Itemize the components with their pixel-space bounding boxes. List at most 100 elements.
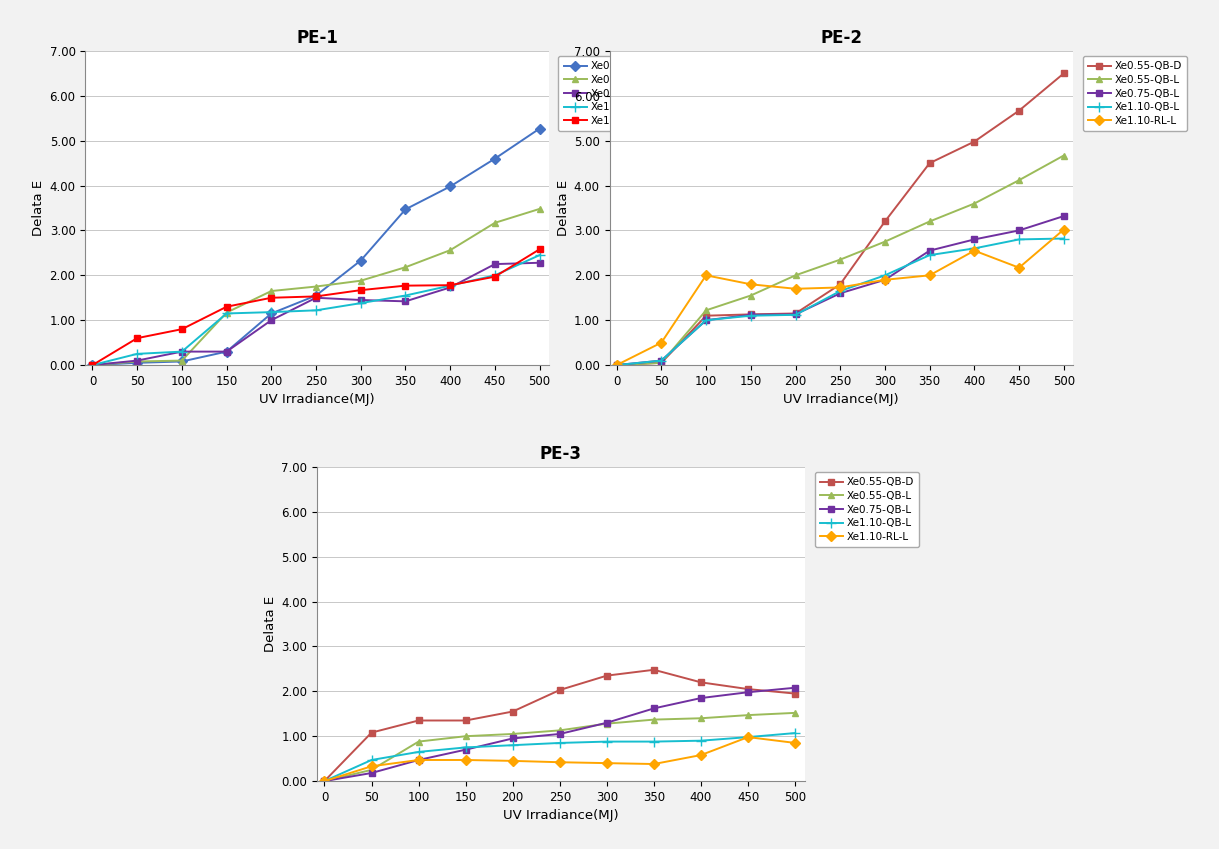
Xe0.55-QB-D xyxy=(655,357,669,368)
Xe0.75-QB-L xyxy=(399,296,413,306)
Xe1.10-QB-L xyxy=(308,306,323,316)
Xe1.10-QB-L xyxy=(744,311,758,321)
Xe0.55-QB-D xyxy=(787,689,802,699)
Xe0.55-QB-D xyxy=(364,728,379,738)
Xe1.10-QB-L xyxy=(219,308,234,318)
Xe0.55-QB-D xyxy=(308,290,323,301)
Xe0.75-QB-L xyxy=(308,293,323,303)
Xe0.55-QB-L xyxy=(610,360,624,370)
Xe1.10-QB-L xyxy=(174,346,189,357)
Xe0.55-QB-L xyxy=(317,776,332,786)
Line: Xe1.10-RL-L: Xe1.10-RL-L xyxy=(321,734,798,784)
Line: Xe1.10-QB-L: Xe1.10-QB-L xyxy=(319,728,800,786)
Xe0.75-QB-L xyxy=(219,346,234,357)
Xe1.10-RL-L xyxy=(552,757,567,767)
Xe0.55-QB-D xyxy=(833,279,847,290)
Xe1.10-RL-L xyxy=(85,360,100,370)
Xe1.10-QB-L xyxy=(787,728,802,738)
Xe1.10-QB-L xyxy=(789,310,803,320)
Xe0.55-QB-L xyxy=(364,765,379,775)
Xe0.75-QB-L xyxy=(694,693,708,703)
Xe0.55-QB-D xyxy=(317,776,332,786)
Xe0.55-QB-L xyxy=(354,276,368,286)
Xe0.55-QB-L xyxy=(744,290,758,301)
Xe0.75-QB-L xyxy=(833,288,847,298)
Line: Xe0.55-QB-L: Xe0.55-QB-L xyxy=(613,152,1068,368)
Xe0.55-QB-L xyxy=(411,736,425,746)
Line: Xe0.75-QB-L: Xe0.75-QB-L xyxy=(90,260,542,368)
Xe1.10-QB-L xyxy=(600,736,614,746)
Xe0.55-QB-L xyxy=(458,731,473,741)
Xe1.10-QB-L xyxy=(364,755,379,765)
Xe0.55-QB-D xyxy=(533,123,547,133)
Xe1.10-QB-L xyxy=(923,250,937,261)
Xe1.10-RL-L xyxy=(308,291,323,301)
Xe1.10-RL-L xyxy=(694,750,708,760)
Xe0.55-QB-L xyxy=(600,718,614,728)
Xe0.75-QB-L xyxy=(85,360,100,370)
Xe0.75-QB-L xyxy=(1057,211,1072,222)
Xe1.10-QB-L xyxy=(694,735,708,745)
Xe1.10-RL-L xyxy=(219,301,234,312)
Xe1.10-RL-L xyxy=(442,280,457,290)
Xe1.10-QB-L xyxy=(265,307,279,318)
Line: Xe1.10-QB-L: Xe1.10-QB-L xyxy=(612,233,1069,370)
Xe0.75-QB-L xyxy=(610,360,624,370)
Xe1.10-RL-L xyxy=(533,245,547,255)
Xe0.55-QB-L xyxy=(442,245,457,256)
Xe1.10-QB-L xyxy=(85,360,100,370)
Xe1.10-RL-L xyxy=(399,280,413,290)
Xe1.10-QB-L xyxy=(741,732,756,742)
Legend: Xe0.55-QB-D, Xe0.55-QB-L, Xe0.75-QB-L, Xe1.10-QB-L, Xe1.10-RL-L: Xe0.55-QB-D, Xe0.55-QB-L, Xe0.75-QB-L, X… xyxy=(814,472,919,547)
Legend: Xe0.55-QB-D, Xe0.55-QB-L, Xe0.75-QB-L, Xe1.10-QB-L, Xe1.10-RL-L: Xe0.55-QB-D, Xe0.55-QB-L, Xe0.75-QB-L, X… xyxy=(558,56,663,131)
Xe1.10-RL-L xyxy=(741,732,756,742)
Xe1.10-QB-L xyxy=(655,356,669,366)
Xe1.10-QB-L xyxy=(1057,233,1072,244)
Xe1.10-RL-L xyxy=(744,279,758,290)
Xe1.10-RL-L xyxy=(354,285,368,295)
Line: Xe0.55-QB-D: Xe0.55-QB-D xyxy=(321,666,798,784)
Xe1.10-RL-L xyxy=(458,755,473,765)
Xe0.75-QB-L xyxy=(878,275,892,285)
Xe0.55-QB-D xyxy=(698,311,713,321)
Xe0.55-QB-D xyxy=(265,308,279,318)
X-axis label: UV Irradiance(MJ): UV Irradiance(MJ) xyxy=(503,809,618,823)
Line: Xe0.55-QB-L: Xe0.55-QB-L xyxy=(321,710,798,784)
Y-axis label: Delata E: Delata E xyxy=(33,180,45,236)
Xe1.10-RL-L xyxy=(646,759,661,769)
Xe0.75-QB-L xyxy=(411,755,425,765)
Xe0.55-QB-D xyxy=(744,309,758,319)
Legend: Xe0.55-QB-D, Xe0.55-QB-L, Xe0.75-QB-L, Xe1.10-QB-L, Xe1.10-RL-L: Xe0.55-QB-D, Xe0.55-QB-L, Xe0.75-QB-L, X… xyxy=(1082,56,1187,131)
Xe0.75-QB-L xyxy=(787,683,802,693)
Xe0.55-QB-L xyxy=(967,199,981,209)
Xe1.10-QB-L xyxy=(354,298,368,308)
Xe1.10-QB-L xyxy=(533,250,547,261)
Xe1.10-RL-L xyxy=(130,333,145,343)
Xe0.55-QB-D xyxy=(967,137,981,147)
Xe0.55-QB-D xyxy=(458,716,473,726)
Xe1.10-QB-L xyxy=(878,270,892,280)
Xe1.10-RL-L xyxy=(833,283,847,293)
Xe0.55-QB-D xyxy=(1057,68,1072,78)
Xe0.75-QB-L xyxy=(923,245,937,256)
Y-axis label: Delata E: Delata E xyxy=(265,596,277,652)
Xe0.55-QB-L xyxy=(1012,175,1026,185)
Xe0.75-QB-L xyxy=(265,315,279,325)
Xe0.55-QB-D xyxy=(130,357,145,368)
Xe0.55-QB-L xyxy=(130,357,145,367)
Xe0.75-QB-L xyxy=(741,687,756,697)
Xe0.55-QB-D xyxy=(923,158,937,168)
Line: Xe1.10-RL-L: Xe1.10-RL-L xyxy=(89,246,544,368)
Xe0.55-QB-D xyxy=(600,671,614,681)
Line: Xe1.10-QB-L: Xe1.10-QB-L xyxy=(88,250,545,370)
Xe1.10-QB-L xyxy=(488,270,502,280)
Xe0.55-QB-D xyxy=(354,256,368,266)
Xe0.75-QB-L xyxy=(789,309,803,319)
Xe0.75-QB-L xyxy=(458,745,473,755)
Xe1.10-QB-L xyxy=(552,738,567,748)
Xe0.55-QB-D xyxy=(789,308,803,318)
Line: Xe0.55-QB-L: Xe0.55-QB-L xyxy=(89,205,544,368)
X-axis label: UV Irradiance(MJ): UV Irradiance(MJ) xyxy=(260,393,374,407)
Xe0.75-QB-L xyxy=(442,283,457,293)
Xe1.10-RL-L xyxy=(364,762,379,772)
